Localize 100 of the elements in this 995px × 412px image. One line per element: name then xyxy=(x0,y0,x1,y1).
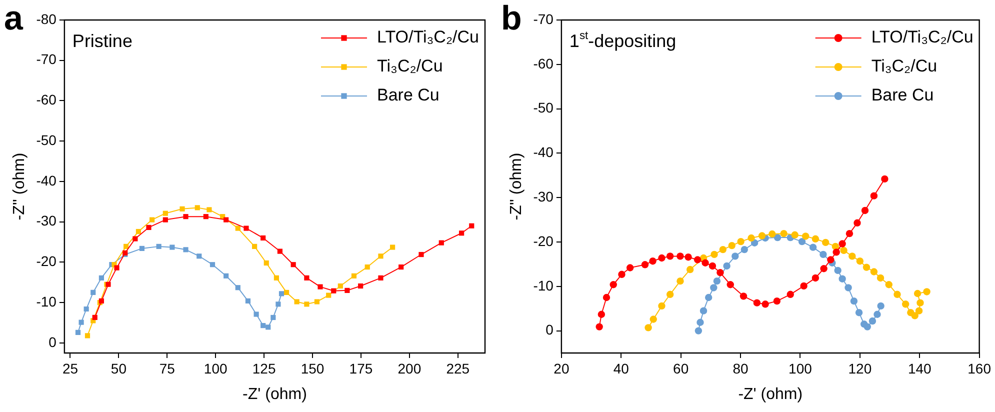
point xyxy=(802,232,810,240)
point xyxy=(914,290,922,298)
point xyxy=(916,299,924,306)
point xyxy=(700,307,708,314)
point xyxy=(194,205,200,210)
point xyxy=(702,259,709,266)
point xyxy=(719,246,727,254)
point xyxy=(358,283,364,289)
point xyxy=(915,307,923,314)
point xyxy=(676,252,684,260)
y-tick-label: -20 xyxy=(533,232,554,249)
point xyxy=(418,252,424,258)
legend-label: LTO/Ti₃C₂/Cu xyxy=(871,28,974,47)
point xyxy=(694,327,702,334)
point xyxy=(644,324,652,332)
y-tick-label: -40 xyxy=(36,172,57,188)
point xyxy=(203,214,208,220)
point xyxy=(809,244,817,251)
point xyxy=(260,323,266,328)
point xyxy=(838,275,846,282)
point xyxy=(728,242,736,250)
point xyxy=(658,254,666,262)
y-tick-label: -10 xyxy=(533,277,554,294)
point xyxy=(686,266,694,274)
point xyxy=(874,310,881,318)
point xyxy=(338,283,343,289)
y-tick-label: -60 xyxy=(36,92,57,108)
point xyxy=(398,264,404,270)
y-tick-label: -40 xyxy=(533,144,554,160)
point xyxy=(344,288,350,293)
point xyxy=(774,234,782,242)
point xyxy=(270,314,276,320)
point xyxy=(459,230,464,236)
point xyxy=(791,231,798,238)
point xyxy=(822,238,830,246)
point xyxy=(846,230,854,238)
point xyxy=(245,298,251,304)
point xyxy=(894,290,901,298)
point xyxy=(713,277,721,285)
x-tick-label: 160 xyxy=(968,360,992,376)
point xyxy=(124,244,129,249)
point xyxy=(156,244,162,249)
point xyxy=(304,275,310,280)
y-tick-label: 0 xyxy=(546,322,554,338)
point xyxy=(868,317,876,325)
point xyxy=(848,252,856,260)
point xyxy=(832,242,840,250)
point xyxy=(260,235,266,241)
point xyxy=(798,238,806,246)
point xyxy=(708,262,716,270)
point xyxy=(666,290,674,298)
point xyxy=(98,275,104,280)
point xyxy=(132,236,138,242)
point xyxy=(716,269,724,276)
point xyxy=(602,294,610,302)
annotation: Pristine xyxy=(72,30,132,51)
point xyxy=(90,290,96,295)
point xyxy=(768,230,776,238)
point xyxy=(235,226,240,231)
point xyxy=(75,330,81,335)
y-tick-label: -50 xyxy=(36,132,57,148)
chart-title: a xyxy=(4,0,24,38)
point xyxy=(694,256,702,264)
point xyxy=(923,288,930,296)
x-tick-label: 120 xyxy=(848,360,872,376)
legend-label: Bare Cu xyxy=(871,86,934,105)
chart-title: b xyxy=(501,0,522,38)
point xyxy=(780,230,788,238)
point xyxy=(136,228,142,234)
point xyxy=(618,270,626,278)
point xyxy=(278,291,284,296)
y-tick-label: -70 xyxy=(36,51,57,68)
point xyxy=(114,265,120,270)
point xyxy=(294,299,300,304)
point xyxy=(162,210,168,216)
point xyxy=(911,312,918,320)
point xyxy=(78,320,84,325)
point xyxy=(224,273,229,278)
x-tick-label: 100 xyxy=(788,360,812,376)
x-tick-label: 175 xyxy=(349,360,373,376)
legend-label: Bare Cu xyxy=(377,86,440,105)
point xyxy=(786,290,794,298)
point xyxy=(800,282,808,290)
point xyxy=(812,274,820,282)
point xyxy=(92,314,98,320)
point xyxy=(740,246,748,254)
point xyxy=(469,223,474,228)
point xyxy=(276,302,281,307)
point xyxy=(183,214,188,220)
point xyxy=(704,294,712,302)
point xyxy=(626,264,634,272)
point xyxy=(762,300,769,308)
point xyxy=(820,250,827,258)
x-tick-label: 40 xyxy=(613,360,630,376)
point xyxy=(254,312,259,317)
point xyxy=(170,244,175,250)
point xyxy=(838,240,846,248)
point xyxy=(146,224,152,230)
x-tick-label: 20 xyxy=(554,360,570,376)
point xyxy=(812,235,820,242)
